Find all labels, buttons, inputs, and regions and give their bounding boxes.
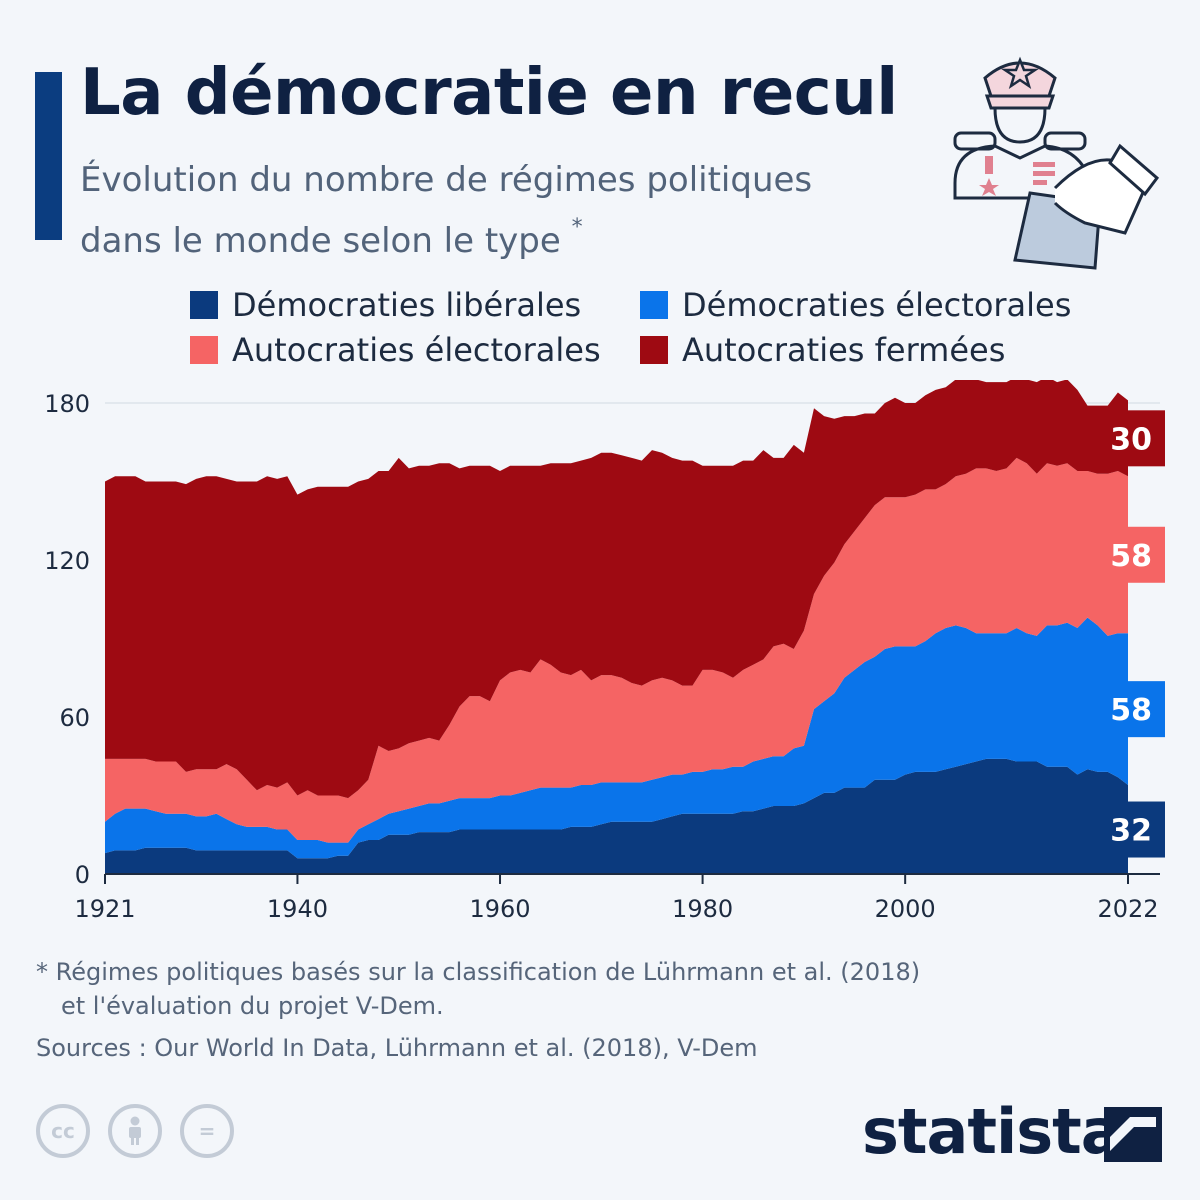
x-tick-label: 1980 [672, 895, 733, 923]
attribution-icon[interactable] [108, 1104, 162, 1158]
area-series-0 [105, 758, 1128, 874]
legend-label: Autocraties fermées [682, 331, 1006, 369]
legend-label: Démocraties électorales [682, 286, 1072, 324]
y-tick-label: 180 [44, 390, 90, 418]
x-tick-label: 2000 [875, 895, 936, 923]
subtitle-footnote-marker: * [571, 215, 583, 240]
legend-label: Démocraties libérales [232, 286, 582, 324]
statista-logo-text[interactable]: statista [862, 1095, 1123, 1168]
end-label: 32 [1110, 814, 1152, 849]
legend-item-autocraties-electorales: Autocraties électorales [190, 331, 601, 369]
legend-item-autocraties-fermees: Autocraties fermées [640, 331, 1005, 369]
page-subtitle: Évolution du nombre de régimes politique… [80, 156, 900, 265]
title-accent-bar [35, 72, 62, 240]
area-series-2 [105, 457, 1128, 843]
cc-icon[interactable]: cc [36, 1104, 90, 1158]
legend-swatch [190, 291, 218, 319]
military-officer-voting-illustration [953, 56, 1160, 270]
license-icons: cc = [36, 1104, 234, 1158]
x-tick-label: 1960 [469, 895, 530, 923]
end-label-box [1128, 410, 1165, 467]
end-label: 58 [1110, 539, 1152, 574]
x-tick-label: 2022 [1097, 895, 1158, 923]
legend-item-democraties-liberales: Démocraties libérales [190, 286, 581, 324]
end-label-box [1128, 681, 1165, 738]
legend-label: Autocraties électorales [232, 331, 601, 369]
subtitle-text: Évolution du nombre de régimes politique… [80, 160, 813, 261]
footnote: * Régimes politiques basés sur la classi… [36, 955, 1136, 1023]
y-tick-label: 120 [44, 547, 90, 575]
end-label: 30 [1110, 422, 1152, 457]
footnote-line-1: * Régimes politiques basés sur la classi… [36, 958, 921, 986]
end-label: 58 [1110, 693, 1152, 728]
x-tick-label: 1940 [267, 895, 328, 923]
end-label-box [1128, 526, 1165, 583]
legend-item-democraties-electorales: Démocraties électorales [640, 286, 1071, 324]
person-icon [129, 1116, 141, 1145]
y-tick-label: 0 [75, 861, 90, 889]
legend-swatch [640, 291, 668, 319]
footnote-line-2: et l'évaluation du projet V-Dem. [61, 992, 444, 1020]
area-series-1 [105, 617, 1128, 859]
y-tick-label: 60 [59, 704, 90, 732]
end-label-box [1128, 801, 1165, 858]
stacked-area-chart: 0 60 120 180 1921 1940 1960 1980 2000 2022 30 58 58 3… [44, 380, 1165, 923]
area-series-3 [105, 380, 1128, 799]
no-derivatives-icon[interactable]: = [180, 1104, 234, 1158]
legend-swatch [190, 336, 218, 364]
sources-line: Sources : Our World In Data, Lührmann et… [36, 1034, 758, 1062]
legend-swatch [640, 336, 668, 364]
statista-logo-icon[interactable] [1104, 1107, 1162, 1162]
page-title: La démocratie en recul [80, 56, 898, 130]
x-tick-label: 1921 [74, 895, 135, 923]
